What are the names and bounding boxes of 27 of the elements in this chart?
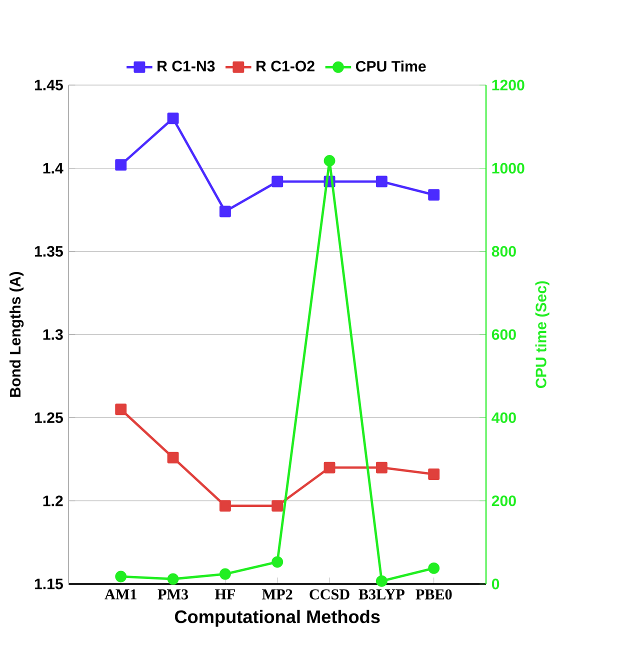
x-tick-label: PM3 [158,589,188,600]
x-tick-label: MP2 [262,589,292,600]
x-tick-label: HF [215,589,236,600]
y2-tick-label: 200 [492,496,516,506]
y2-tick-label: 1200 [492,80,524,90]
x-tick-label: PBE0 [416,589,452,600]
y-tick-label: 1.4 [43,163,64,174]
y-tick-label: 1.45 [35,80,64,90]
y2-tick-label: 600 [492,329,516,340]
x-tick-label: AM1 [104,589,137,600]
y-tick-label: 1.25 [35,412,64,424]
y-tick-label: 1.2 [43,496,63,506]
legend-label: R C1-N3 [158,60,215,72]
y2-tick-label: 800 [492,246,516,257]
y-tick-label: 1.35 [35,246,64,257]
y2-axis-title: CPU time (Sec) [535,281,550,388]
legend-label: R C1-O2 [256,60,315,72]
x-axis-title: Computational Methods [175,610,380,627]
x-tick-label: B3LYP [358,589,405,600]
y-tick-label: 1.15 [35,578,64,590]
y-axis-title: Bond Lengths (A) [10,272,24,397]
y2-tick-label: 0 [492,578,500,590]
y-tick-label: 1.3 [43,329,63,340]
y2-tick-label: 1000 [492,162,524,174]
x-tick-label: CCSD [310,589,350,600]
legend-label: CPU Time [356,60,426,72]
y2-tick-label: 400 [492,412,516,424]
